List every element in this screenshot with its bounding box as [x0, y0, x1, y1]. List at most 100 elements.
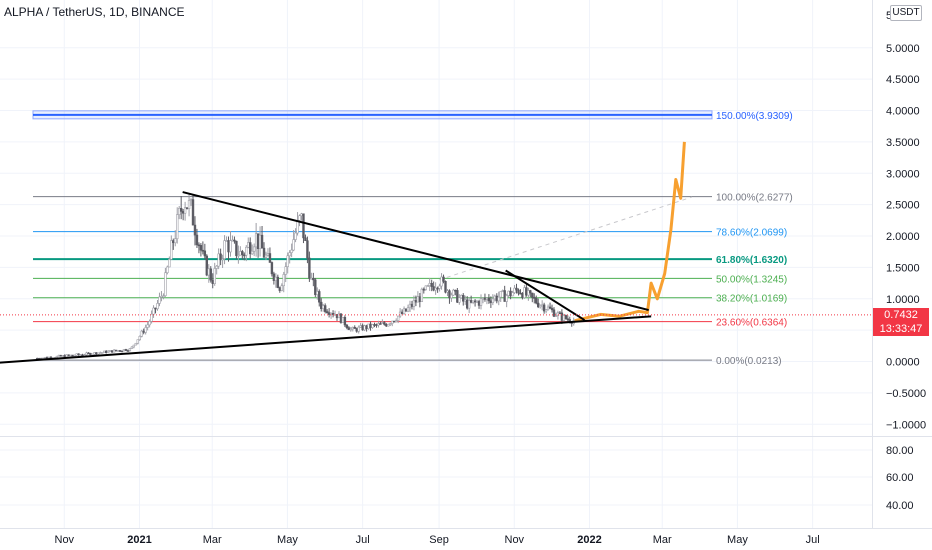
volume-tick-label: 60.00	[886, 472, 914, 484]
candle-body	[276, 276, 280, 288]
candle-body	[286, 255, 289, 267]
candle-body	[106, 350, 110, 353]
candle-body	[185, 207, 189, 209]
candle-body	[179, 208, 183, 212]
time-tick-label: Jul	[806, 534, 820, 546]
candle-body	[552, 309, 556, 317]
candle-body	[300, 213, 303, 217]
candle-body	[483, 297, 487, 300]
candle-body	[464, 299, 467, 302]
candle-body	[458, 297, 461, 303]
candle-body	[404, 308, 408, 312]
candle-body	[211, 279, 214, 284]
candle-body	[491, 298, 495, 303]
candle-body	[428, 282, 431, 286]
candle-body	[438, 285, 441, 289]
price-tick-label: 0.0000	[886, 357, 920, 369]
candle-body	[540, 304, 544, 307]
candle-body	[517, 289, 520, 294]
candle-body	[266, 253, 270, 256]
candle-body	[61, 355, 65, 357]
time-tick-label: Mar	[203, 534, 222, 546]
candle-body	[396, 315, 400, 321]
candle-body	[519, 292, 522, 295]
candle-body	[215, 265, 218, 269]
candle-body	[114, 349, 118, 352]
candle-body	[465, 299, 469, 309]
candle-body	[469, 300, 473, 303]
candle-body	[314, 279, 317, 295]
time-tick-label: Mar	[653, 534, 672, 546]
candle-body	[189, 199, 193, 201]
candle-body	[398, 311, 402, 317]
candle-body	[67, 354, 70, 357]
candle-body	[43, 356, 47, 359]
symbol-title: ALPHA / TetherUS, 1D, BINANCE	[4, 5, 185, 19]
candle-body	[325, 311, 329, 313]
candle-body	[264, 254, 268, 258]
candle-body	[477, 301, 481, 306]
candle-body	[489, 300, 493, 303]
candle-body	[406, 307, 410, 312]
candle-body	[420, 288, 424, 302]
price-tick-label: 1.5000	[886, 262, 920, 274]
candle-body	[387, 323, 390, 327]
candle-body	[355, 328, 358, 332]
price-axis[interactable]: 5.0000 4.5000 4.0000 3.5000 3.0000 2.5000 2.00…	[886, 10, 926, 512]
candle-body	[365, 325, 368, 330]
candle-body	[452, 289, 455, 296]
trendline	[0, 315, 652, 364]
candle-body	[164, 272, 167, 297]
candle-body	[199, 245, 203, 251]
price-tick-label: 4.0000	[886, 106, 920, 118]
candle-body	[535, 298, 538, 304]
candle-body	[223, 240, 226, 259]
candle-body	[430, 282, 433, 287]
currency-badge[interactable]: USDT	[890, 5, 922, 21]
candle-body	[278, 287, 282, 291]
candle-body	[513, 287, 516, 293]
candle-body	[197, 244, 201, 247]
time-tick-label: Sep	[429, 534, 449, 546]
candle-body	[544, 309, 548, 312]
candle-body	[343, 317, 347, 326]
candle-body	[162, 295, 165, 298]
candle-body	[440, 276, 443, 287]
candle-body	[150, 313, 153, 322]
candle-body	[146, 324, 149, 328]
candle-body	[183, 207, 187, 214]
candle-body	[213, 268, 216, 284]
candle-body	[154, 307, 157, 310]
candle-body	[71, 354, 74, 357]
candle-body	[310, 277, 313, 280]
time-tick-label: Nov	[505, 534, 525, 546]
candle-body	[87, 352, 90, 355]
candle-body	[227, 240, 230, 253]
time-tick-label: Nov	[55, 534, 75, 546]
price-tick-label: 2.0000	[886, 231, 920, 243]
candle-body	[383, 322, 386, 325]
candle-body	[462, 295, 465, 302]
candle-body	[363, 325, 366, 331]
candle-body	[231, 239, 234, 242]
candle-body	[217, 253, 220, 267]
time-axis[interactable]: Nov 2021 Mar May Jul Sep Nov 2022 Mar May Jul	[55, 534, 820, 546]
candle-body	[260, 234, 264, 249]
candle-body	[546, 306, 550, 311]
candle-body	[247, 242, 250, 248]
candle-body	[209, 268, 212, 281]
candle-body	[268, 253, 272, 263]
candle-body	[560, 312, 564, 321]
candle-body	[556, 312, 560, 316]
candle-body	[308, 257, 311, 279]
candle-body	[501, 290, 504, 292]
fib-level-label: 50.00%(1.3245)	[716, 274, 787, 285]
candle-body	[341, 317, 345, 323]
candle-body	[359, 325, 362, 328]
candle-body	[333, 314, 337, 316]
candle-body	[156, 303, 159, 310]
candle-body	[497, 296, 500, 302]
fib-level-label: 23.60%(0.6364)	[716, 318, 787, 329]
candle-body	[548, 306, 552, 309]
